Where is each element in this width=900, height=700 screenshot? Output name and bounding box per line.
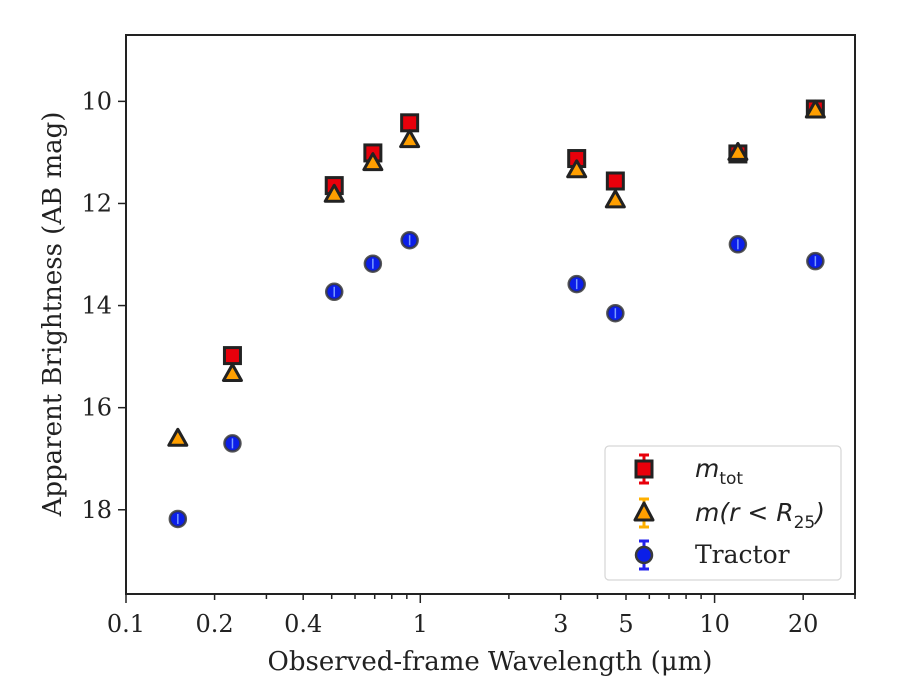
data-point-square-3 bbox=[400, 113, 420, 133]
legend-label-mtot-main: m bbox=[695, 454, 719, 483]
y-axis: 10 12 14 16 18 bbox=[81, 87, 126, 524]
y-axis-title: Apparent Brightness (AB mag) bbox=[38, 112, 68, 518]
data-point-circle-3 bbox=[363, 254, 383, 273]
data-point-circle-7 bbox=[728, 235, 748, 254]
data-point-triangle-0 bbox=[167, 427, 189, 447]
data-point-circle-2 bbox=[324, 282, 344, 302]
x-tick-label: 0.1 bbox=[107, 610, 145, 638]
triangle-marker bbox=[221, 362, 243, 382]
legend-markers bbox=[633, 453, 655, 571]
y-tick-label: 18 bbox=[81, 496, 112, 524]
data-point-triangle-2 bbox=[323, 183, 345, 203]
data-point-circle-8 bbox=[806, 251, 825, 271]
legend-marker-circle bbox=[634, 539, 654, 571]
triangle-marker bbox=[399, 129, 421, 149]
legend-label-mtot-sub: tot bbox=[719, 469, 743, 489]
x-tick-label: 3 bbox=[553, 610, 568, 638]
x-tick-label: 1 bbox=[413, 610, 428, 638]
plot-frame bbox=[125, 34, 856, 595]
data-point-circle-1 bbox=[223, 434, 242, 453]
legend-square bbox=[634, 459, 654, 479]
data-point-triangle-5 bbox=[566, 159, 588, 179]
y-tick-label: 16 bbox=[81, 394, 112, 422]
data-point-square-5 bbox=[605, 171, 625, 191]
legend-label-mr25: m(r < R25) bbox=[695, 498, 825, 533]
x-axis-title: Observed-frame Wavelength (μm) bbox=[268, 647, 713, 677]
data-point-triangle-6 bbox=[604, 189, 626, 209]
triangle-marker bbox=[604, 189, 626, 209]
triangle-marker bbox=[566, 159, 588, 179]
x-tick-label: 20 bbox=[788, 610, 819, 638]
data-point-square-0 bbox=[222, 346, 242, 366]
triangle-marker bbox=[323, 183, 345, 203]
data-points bbox=[167, 99, 826, 529]
data-point-triangle-3 bbox=[362, 152, 384, 172]
legend-marker-triangle bbox=[633, 497, 655, 529]
square-marker bbox=[605, 171, 625, 191]
y-tick-label: 12 bbox=[81, 189, 112, 217]
y-tick-label: 14 bbox=[81, 292, 112, 320]
square-marker bbox=[400, 113, 420, 133]
legend-marker-square bbox=[634, 453, 654, 485]
data-point-triangle-8 bbox=[804, 99, 826, 119]
legend: mtot m(r < R25) Tractor bbox=[604, 445, 842, 581]
legend-label-tractor: Tractor bbox=[695, 540, 790, 569]
x-axis: 0.1 0.2 0.4 1 3 5 10 20 bbox=[107, 594, 856, 638]
x-tick-label: 0.2 bbox=[196, 610, 234, 638]
x-tick-label: 10 bbox=[699, 610, 730, 638]
legend-label-mr25-sub: 25 bbox=[794, 513, 816, 533]
triangle-marker bbox=[167, 427, 189, 447]
legend-label-mr25-close: ) bbox=[813, 498, 825, 527]
legend-label-mtot: mtot bbox=[695, 454, 743, 489]
legend-label-mr25-main: m(r < R bbox=[695, 498, 794, 527]
data-point-circle-5 bbox=[567, 274, 586, 294]
data-point-circle-0 bbox=[168, 509, 188, 529]
triangle-marker bbox=[727, 141, 749, 161]
data-point-triangle-7 bbox=[727, 141, 749, 161]
data-point-triangle-4 bbox=[399, 129, 421, 149]
triangle-marker bbox=[362, 152, 384, 172]
y-tick-label: 10 bbox=[81, 87, 112, 115]
data-point-triangle-1 bbox=[221, 362, 243, 382]
data-point-circle-6 bbox=[606, 303, 625, 323]
data-point-circle-4 bbox=[400, 230, 419, 250]
legend-circle bbox=[634, 545, 654, 565]
x-tick-label: 5 bbox=[618, 610, 633, 638]
legend-triangle bbox=[633, 501, 655, 522]
square-marker bbox=[222, 346, 242, 366]
legend-frame bbox=[604, 445, 842, 581]
triangle-marker bbox=[804, 99, 826, 119]
x-tick-label: 0.4 bbox=[284, 610, 322, 638]
